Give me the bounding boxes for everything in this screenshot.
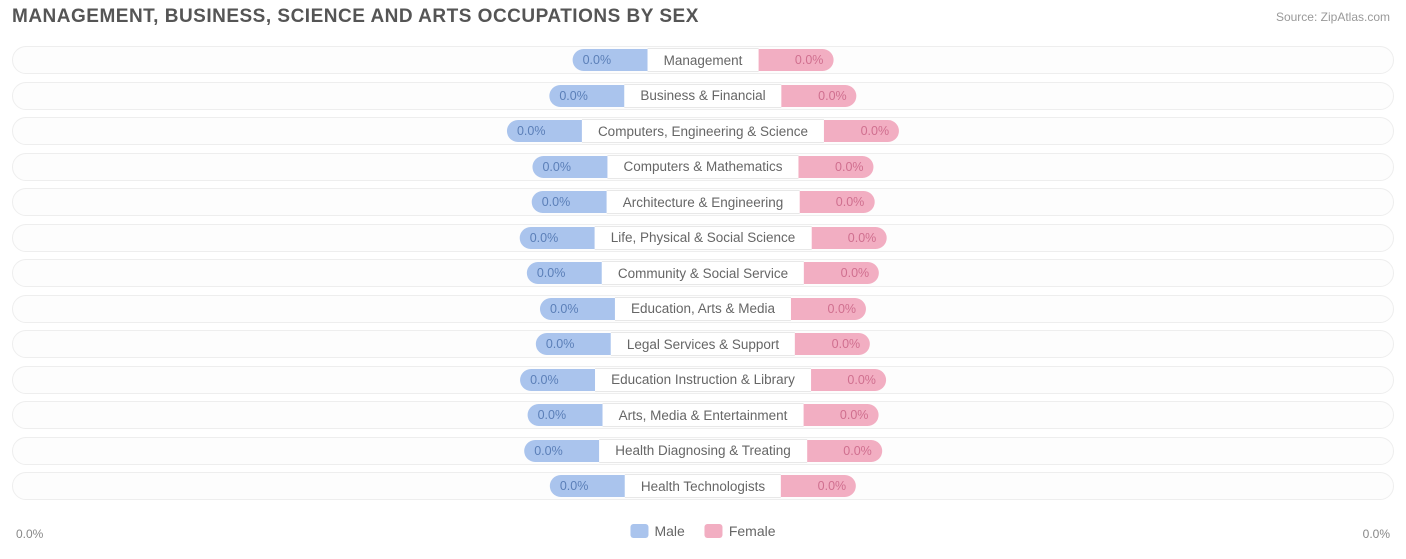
female-bar: 0.0%	[811, 369, 886, 391]
female-bar: 0.0%	[824, 120, 899, 142]
chart-row: 0.0%Education Instruction & Library0.0%	[12, 366, 1394, 394]
legend-female: Female	[705, 523, 776, 539]
male-bar: 0.0%	[524, 440, 599, 462]
row-inner: 0.0%Computers & Mathematics0.0%	[532, 156, 873, 178]
male-bar: 0.0%	[540, 298, 615, 320]
chart-row: 0.0%Education, Arts & Media0.0%	[12, 295, 1394, 323]
chart-row: 0.0%Computers, Engineering & Science0.0%	[12, 117, 1394, 145]
category-label: Legal Services & Support	[611, 332, 795, 356]
row-inner: 0.0%Computers, Engineering & Science0.0%	[507, 120, 899, 142]
source-label: Source: ZipAtlas.com	[1276, 10, 1390, 24]
male-bar: 0.0%	[532, 156, 607, 178]
row-inner: 0.0%Community & Social Service0.0%	[527, 262, 879, 284]
female-bar: 0.0%	[799, 191, 874, 213]
row-inner: 0.0%Business & Financial0.0%	[549, 85, 856, 107]
x-axis-right: 0.0%	[1363, 527, 1390, 541]
category-label: Education, Arts & Media	[615, 297, 791, 321]
legend: Male Female	[630, 523, 775, 539]
chart-container: MANAGEMENT, BUSINESS, SCIENCE AND ARTS O…	[0, 0, 1406, 559]
male-bar: 0.0%	[520, 369, 595, 391]
row-inner: 0.0%Health Technologists0.0%	[550, 475, 856, 497]
row-inner: 0.0%Education Instruction & Library0.0%	[520, 369, 886, 391]
row-inner: 0.0%Health Diagnosing & Treating0.0%	[524, 440, 882, 462]
row-inner: 0.0%Management0.0%	[573, 49, 834, 71]
female-bar: 0.0%	[795, 333, 870, 355]
chart-row: 0.0%Management0.0%	[12, 46, 1394, 74]
category-label: Computers & Mathematics	[607, 155, 798, 179]
category-label: Business & Financial	[624, 84, 781, 108]
category-label: Arts, Media & Entertainment	[603, 403, 804, 427]
chart-row: 0.0%Health Technologists0.0%	[12, 472, 1394, 500]
female-bar: 0.0%	[782, 85, 857, 107]
female-bar: 0.0%	[758, 49, 833, 71]
chart-row: 0.0%Business & Financial0.0%	[12, 82, 1394, 110]
category-label: Management	[648, 48, 759, 72]
category-label: Architecture & Engineering	[607, 190, 800, 214]
male-bar: 0.0%	[536, 333, 611, 355]
male-bar: 0.0%	[573, 49, 648, 71]
male-bar: 0.0%	[549, 85, 624, 107]
chart-row: 0.0%Community & Social Service0.0%	[12, 259, 1394, 287]
row-inner: 0.0%Arts, Media & Entertainment0.0%	[528, 404, 879, 426]
legend-male-label: Male	[654, 523, 684, 539]
x-axis-left: 0.0%	[16, 527, 43, 541]
category-label: Computers, Engineering & Science	[582, 119, 824, 143]
male-bar: 0.0%	[520, 227, 595, 249]
legend-male: Male	[630, 523, 684, 539]
female-bar: 0.0%	[799, 156, 874, 178]
category-label: Community & Social Service	[602, 261, 804, 285]
male-bar: 0.0%	[527, 262, 602, 284]
female-bar: 0.0%	[781, 475, 856, 497]
row-inner: 0.0%Architecture & Engineering0.0%	[532, 191, 875, 213]
chart-row: 0.0%Legal Services & Support0.0%	[12, 330, 1394, 358]
female-bar: 0.0%	[811, 227, 886, 249]
chart-footer: 0.0% Male Female 0.0%	[12, 519, 1394, 551]
category-label: Education Instruction & Library	[595, 368, 811, 392]
chart-row: 0.0%Computers & Mathematics0.0%	[12, 153, 1394, 181]
row-inner: 0.0%Legal Services & Support0.0%	[536, 333, 870, 355]
chart-title: MANAGEMENT, BUSINESS, SCIENCE AND ARTS O…	[12, 6, 699, 28]
female-bar: 0.0%	[804, 262, 879, 284]
chart-row: 0.0%Architecture & Engineering0.0%	[12, 188, 1394, 216]
female-bar: 0.0%	[803, 404, 878, 426]
chart-area: 0.0%Management0.0%0.0%Business & Financi…	[12, 46, 1394, 511]
male-bar: 0.0%	[532, 191, 607, 213]
category-label: Life, Physical & Social Science	[595, 226, 812, 250]
male-bar: 0.0%	[550, 475, 625, 497]
legend-female-label: Female	[729, 523, 776, 539]
chart-row: 0.0%Arts, Media & Entertainment0.0%	[12, 401, 1394, 429]
row-inner: 0.0%Life, Physical & Social Science0.0%	[520, 227, 887, 249]
category-label: Health Diagnosing & Treating	[599, 439, 807, 463]
legend-male-swatch	[630, 524, 648, 538]
female-bar: 0.0%	[807, 440, 882, 462]
male-bar: 0.0%	[507, 120, 582, 142]
chart-row: 0.0%Health Diagnosing & Treating0.0%	[12, 437, 1394, 465]
chart-row: 0.0%Life, Physical & Social Science0.0%	[12, 224, 1394, 252]
legend-female-swatch	[705, 524, 723, 538]
row-inner: 0.0%Education, Arts & Media0.0%	[540, 298, 866, 320]
female-bar: 0.0%	[791, 298, 866, 320]
male-bar: 0.0%	[528, 404, 603, 426]
category-label: Health Technologists	[625, 474, 781, 498]
